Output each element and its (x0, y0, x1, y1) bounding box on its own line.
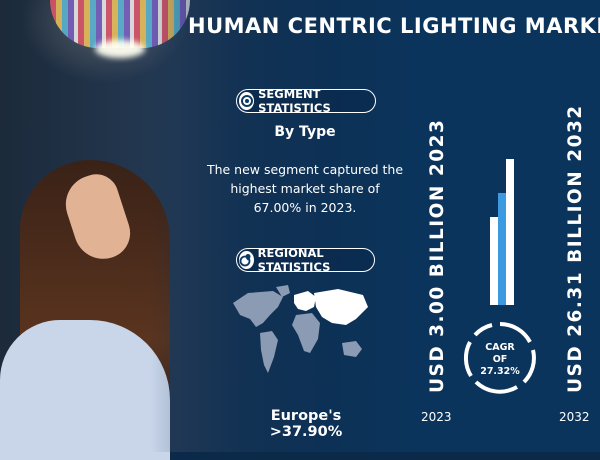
cagr-line-1: CAGR (485, 342, 515, 353)
market-value-2023: USD 3.00 BILLION 2023 (427, 118, 448, 393)
year-label-2032: 2032 (559, 410, 590, 424)
map-north-america (233, 291, 283, 327)
world-map (233, 285, 368, 373)
europe-share-caption: Europe's >37.90% (269, 408, 343, 440)
growth-bars (484, 155, 524, 305)
growth-bar-medium (498, 193, 506, 305)
year-label-2023: 2023 (421, 410, 452, 424)
map-australia (342, 341, 362, 357)
growth-bar-large (506, 159, 514, 305)
segment-statistics-pill: SEGMENT STATISTICS (236, 87, 376, 115)
gear-chart-icon (239, 92, 255, 110)
map-asia (314, 289, 368, 325)
map-europe (294, 291, 316, 311)
segment-description: The new segment captured the highest mar… (206, 162, 404, 215)
map-south-america (260, 331, 278, 373)
map-africa (292, 313, 320, 353)
regional-statistics-label: REGIONAL STATISTICS (257, 246, 331, 274)
by-type-heading: By Type (274, 124, 336, 140)
growth-bar-small (490, 217, 498, 305)
cagr-line-3: 27.32% (480, 366, 520, 377)
cagr-line-2: OF (492, 354, 508, 365)
market-value-2032: USD 26.31 BILLION 2032 (565, 104, 586, 393)
globe-pin-icon (239, 251, 254, 269)
cagr-ring (463, 322, 536, 394)
cagr-label: CAGR OF 27.32% (462, 342, 538, 378)
page-title: HUMAN CENTRIC LIGHTING MARKET (188, 14, 600, 38)
map-greenland (276, 285, 290, 297)
regional-statistics-pill: REGIONAL STATISTICS (236, 246, 375, 274)
segment-statistics-label: SEGMENT STATISTICS (258, 87, 331, 115)
